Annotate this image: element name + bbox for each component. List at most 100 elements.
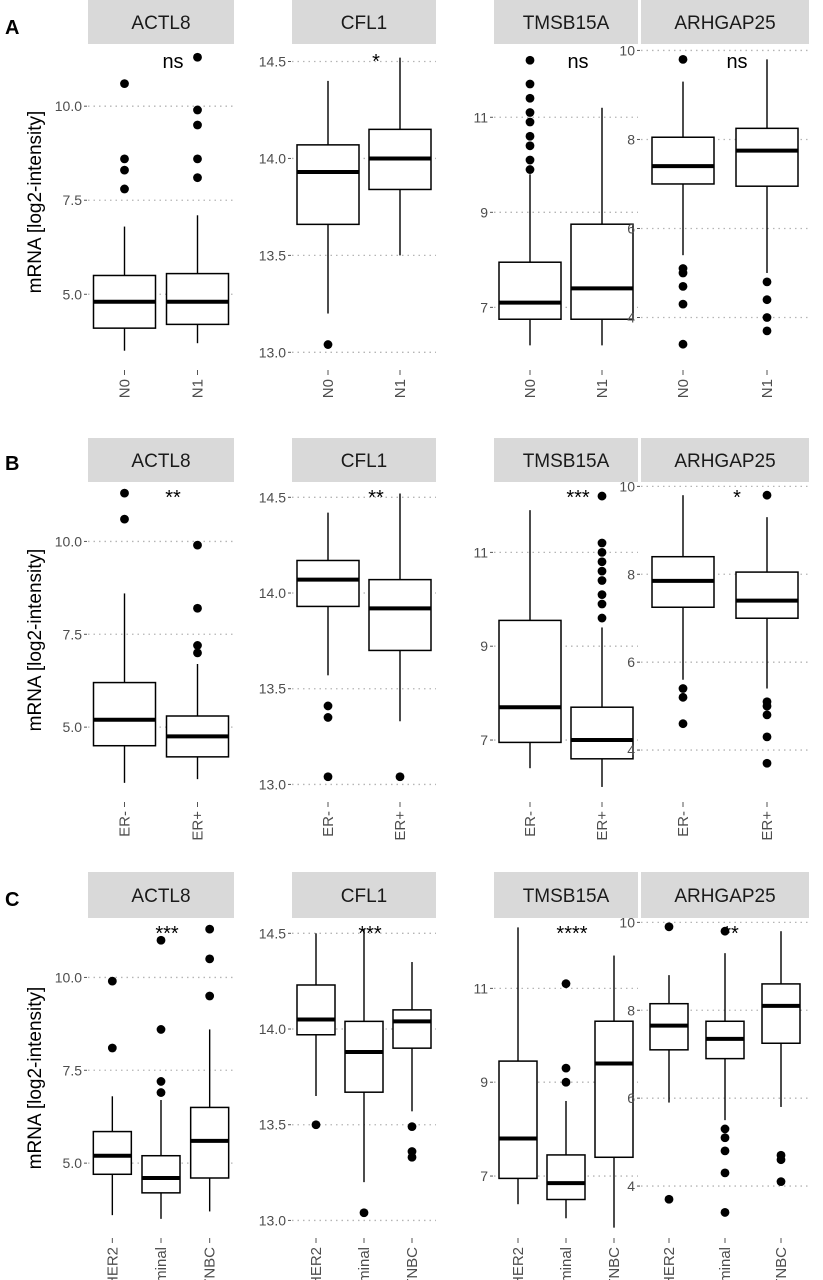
outlier-point [762,710,772,720]
x-tick-label: TNBC [606,1247,623,1280]
outlier-point [205,924,215,934]
box-N0 [296,80,360,349]
iqr-box [368,578,432,652]
outlier-point [407,1147,417,1156]
y-tick-label: 10 [619,914,635,930]
outlier-point [720,1124,730,1134]
x-tick-label: ER+ [190,811,207,841]
y-tick-label: 7 [480,732,488,748]
y-tick-label: 7.5 [63,192,83,208]
outlier-point [395,772,405,782]
outlier-point [525,131,535,141]
significance-label: * [733,487,741,509]
facet-title: ARHGAP25 [674,886,775,907]
chart-arhgap25: ARHGAP25 4 6 8 10 * ER- ER+ [619,438,809,841]
y-tick-label: 8 [627,131,635,147]
x-tick-label: N1 [594,379,611,398]
significance-label: ns [726,51,747,73]
outlier-point [597,566,607,576]
outlier-point [120,154,129,164]
facet-title: CFL1 [341,451,387,472]
facet-title: ACTL8 [131,451,190,472]
outlier-point [720,1208,730,1217]
box-ER- [651,495,715,729]
box-ER+ [165,540,230,780]
outlier-point [678,339,688,349]
outlier-point [525,141,535,151]
outlier-point [762,697,772,707]
outlier-point [678,719,688,729]
y-tick-label: 4 [627,309,635,325]
outlier-point [762,295,772,305]
chart-cfl1: CFL1 13.0 13.5 14.0 14.5 * N0 N1 [259,0,436,398]
outlier-point [597,590,607,600]
box-TNBC [761,931,801,1187]
significance-label: *** [358,923,382,945]
x-tick-label: N0 [320,379,337,398]
iqr-box [498,261,562,320]
box-N0 [651,54,715,349]
x-tick-label: ER+ [594,811,611,841]
outlier-point [561,1063,571,1073]
facet-title: ACTL8 [131,13,190,34]
outlier-point [193,173,202,183]
x-tick-label: HER2 [661,1247,678,1280]
y-tick-label: 13.0 [259,344,286,360]
outlier-point [193,120,202,130]
box-luminal [344,929,384,1218]
y-tick-label: 7.5 [63,1062,83,1078]
facet-strip [292,872,436,918]
box-ER+ [735,490,799,768]
outlier-point [120,488,129,498]
y-tick-label: 10.0 [55,533,82,549]
chart-cfl1: CFL1 13.0 13.5 14.0 14.5 *** HER2 luminal TNBC [259,872,436,1280]
y-axis-title: mRNA [log2-intensity] [25,987,46,1170]
outlier-point [193,603,202,613]
outlier-point [597,599,607,609]
outlier-point [664,1194,674,1204]
outlier-point [678,54,688,64]
outlier-point [525,117,535,127]
y-tick-label: 5.0 [63,1155,83,1171]
outlier-point [205,954,215,964]
y-tick-label: 14.0 [259,1021,286,1037]
y-tick-label: 14.5 [259,54,286,70]
outlier-point [762,326,772,336]
y-tick-label: 14.5 [259,925,286,941]
outlier-point [193,52,202,62]
x-tick-label: luminal [558,1247,575,1280]
y-tick-label: 9 [480,204,488,220]
outlier-point [120,165,129,175]
iqr-box [296,984,336,1036]
box-luminal [141,935,181,1219]
iqr-box [498,1060,538,1180]
x-tick-label: HER2 [510,1247,527,1280]
outlier-point [525,55,535,65]
x-tick-label: TNBC [404,1247,421,1280]
y-tick-label: 8 [627,566,635,582]
outlier-point [762,758,772,768]
chart-actl8: ACTL8 5.0 7.5 10.0 ** ER- ER+ [55,438,234,841]
outlier-point [359,1208,369,1218]
y-tick-label: 7 [480,1168,488,1184]
facet-strip [641,0,809,44]
y-tick-label: 9 [480,638,488,654]
outlier-point [323,340,333,349]
iqr-box [651,136,715,185]
outlier-point [525,155,535,165]
box-N1 [368,57,432,256]
x-tick-label: luminal [356,1247,373,1280]
chart-tmsb15a: TMSB15A 7 9 11 ns N0 N1 [473,0,638,398]
y-tick-label: 14.0 [259,585,286,601]
outlier-point [776,1150,786,1160]
x-tick-label: ER+ [392,811,409,841]
iqr-box [594,1020,634,1159]
significance-label: ** [368,487,384,509]
box-HER2 [92,976,133,1216]
outlier-point [525,165,535,174]
facet-strip [494,872,638,918]
box-ER- [296,512,360,782]
